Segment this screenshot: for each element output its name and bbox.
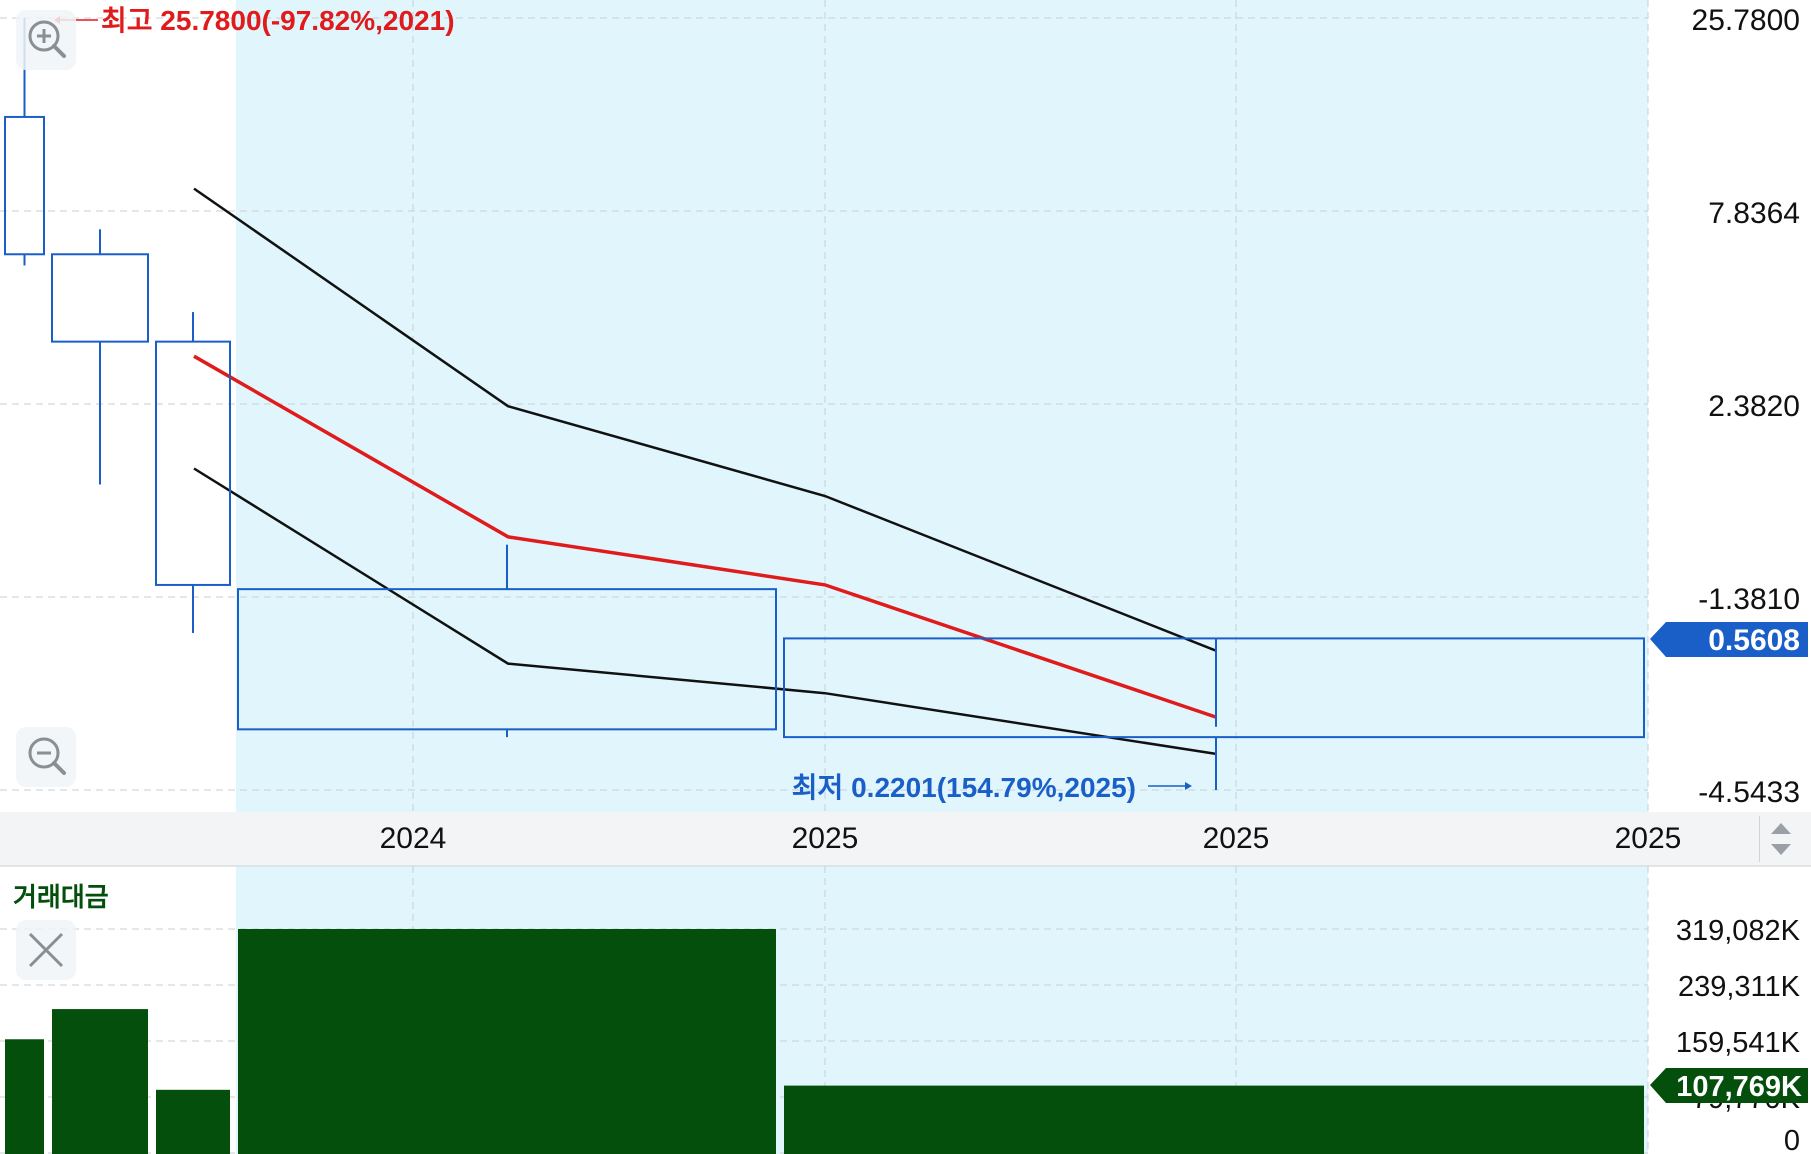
close-volume-panel-button[interactable] xyxy=(16,920,76,980)
x-tick-label: 2025 xyxy=(1615,822,1682,855)
price-grid xyxy=(0,0,1649,812)
ma-line-red xyxy=(193,354,1217,719)
scroll-updown-button[interactable] xyxy=(1758,812,1803,866)
volume-bar xyxy=(52,1009,148,1154)
candle-body xyxy=(237,588,777,731)
x-tick-label: 2025 xyxy=(792,822,859,855)
close-icon xyxy=(28,932,64,968)
y-tick-label: 2.3820 xyxy=(1708,390,1800,423)
y-tick-label: 7.8364 xyxy=(1708,197,1800,230)
current-price-label: 0.5608 xyxy=(1708,624,1800,657)
y-tick-label: -1.3810 xyxy=(1698,583,1800,616)
volume-y-tick-label: 0 xyxy=(1784,1125,1800,1154)
indicator-lines xyxy=(193,187,1217,756)
low-annotation-label: 최저 0.2201(154.79%,2025) xyxy=(792,772,1136,803)
volume-bar xyxy=(784,1085,1644,1154)
current-volume-label: 107,769K xyxy=(1676,1071,1802,1103)
x-axis: 2024 2025 2025 2025 xyxy=(380,822,1682,855)
candle-body xyxy=(4,115,45,256)
volume-bar xyxy=(156,1089,230,1154)
y-tick-label: 25.7800 xyxy=(1692,4,1800,37)
current-volume-badge-shape xyxy=(1650,1068,1808,1103)
volume-bars xyxy=(5,929,1644,1154)
volume-y-tick-label: 159,541K xyxy=(1676,1027,1801,1059)
high-annotation: 최고 25.7800(-97.82%,2021) xyxy=(54,5,455,36)
current-volume-badge: 107,769K xyxy=(1650,1068,1808,1103)
envelope-line xyxy=(193,187,1217,652)
candle-body xyxy=(51,253,149,343)
zoom-in-button[interactable] xyxy=(16,10,76,70)
x-tick-label: 2024 xyxy=(380,822,447,855)
price-shaded-region xyxy=(236,0,1648,812)
zoom-in-icon xyxy=(28,20,66,58)
volume-panel-title: 거래대금 xyxy=(13,882,109,912)
x-axis-band xyxy=(0,812,1811,866)
candles xyxy=(4,18,1645,790)
scroll-updown-icon xyxy=(1758,816,1791,862)
volume-y-tick-label: 239,311K xyxy=(1678,971,1801,1003)
envelope-line xyxy=(193,467,1217,756)
price-y-axis: 25.7800 7.8364 2.3820 -1.3810 -4.5433 xyxy=(1692,4,1800,809)
zoom-out-icon xyxy=(28,737,66,775)
current-price-badge: 0.5608 xyxy=(1650,622,1808,657)
candle-body xyxy=(155,340,231,586)
volume-bar xyxy=(5,1039,44,1154)
low-annotation: 최저 0.2201(154.79%,2025) xyxy=(792,772,1192,803)
x-tick-label: 2025 xyxy=(1203,822,1270,855)
low-annotation-arrow xyxy=(1185,782,1192,790)
volume-bar xyxy=(238,929,776,1154)
high-annotation-label: 최고 25.7800(-97.82%,2021) xyxy=(101,5,455,36)
zoom-out-button[interactable] xyxy=(16,727,76,787)
y-tick-label: -4.5433 xyxy=(1698,776,1800,809)
candle-body xyxy=(783,637,1645,739)
volume-y-tick-label: 319,082K xyxy=(1676,915,1801,947)
current-price-badge-shape xyxy=(1650,622,1808,657)
